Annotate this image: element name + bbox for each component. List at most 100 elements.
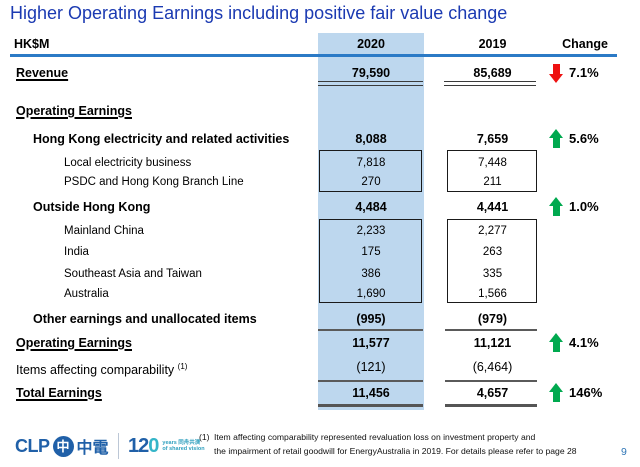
table-row-other-earnings: Other earnings and unallocated items (99… bbox=[0, 310, 640, 328]
row-label: India bbox=[64, 246, 89, 258]
row-label: Operating Earnings bbox=[16, 336, 132, 350]
increase-arrow-icon bbox=[549, 333, 563, 353]
table-row-australia: Australia 1,690 1,566 bbox=[0, 286, 640, 302]
value-2020: (121) bbox=[356, 360, 386, 374]
anniversary-tagline: years 同舟共濟 of shared vision bbox=[162, 440, 204, 453]
change-value: 4.1% bbox=[569, 335, 599, 350]
table-header-row: HK$M 2020 2019 Change bbox=[0, 36, 640, 53]
logo-divider bbox=[117, 433, 120, 459]
total-earnings-bottom-rule-2019 bbox=[445, 404, 537, 407]
value-2019: 11,121 bbox=[473, 336, 512, 350]
value-2020: 11,577 bbox=[352, 336, 390, 350]
row-label: Mainland China bbox=[64, 225, 144, 237]
increase-arrow-icon bbox=[549, 129, 563, 149]
table-row-southeast-asia-taiwan: Southeast Asia and Taiwan 386 335 bbox=[0, 266, 640, 282]
clp-chinese-name: 中電 bbox=[76, 440, 109, 457]
footnote-line-2: the impairment of retail goodwill for En… bbox=[214, 445, 577, 456]
column-header-2019: 2019 bbox=[478, 37, 507, 51]
value-2020: 4,484 bbox=[355, 200, 387, 214]
total-earnings-top-rule-2019 bbox=[445, 380, 537, 382]
table-row-psdc: PSDC and Hong Kong Branch Line 270 211 bbox=[0, 174, 640, 190]
change-value: 1.0% bbox=[569, 199, 599, 214]
value-2019: 4,441 bbox=[476, 200, 509, 214]
value-2019: 85,689 bbox=[473, 66, 512, 80]
value-2019: 4,657 bbox=[476, 386, 509, 400]
value-2019: 7,448 bbox=[478, 157, 507, 169]
row-label: PSDC and Hong Kong Branch Line bbox=[64, 176, 244, 188]
footnote-text: Item affecting comparability represented… bbox=[214, 431, 613, 458]
revenue-double-rule-2019 bbox=[444, 81, 536, 86]
regions-detail-box-2019 bbox=[447, 219, 537, 303]
column-header-2020: 2020 bbox=[357, 37, 385, 51]
value-2020: 2,233 bbox=[356, 225, 386, 237]
clp-logo-text: CLP bbox=[15, 435, 50, 456]
operating-earnings-top-rule-2019 bbox=[445, 329, 537, 331]
value-2020: 270 bbox=[361, 176, 381, 188]
slide-title: Higher Operating Earnings including posi… bbox=[10, 3, 508, 23]
table-row-hk-electricity: Hong Kong electricity and related activi… bbox=[0, 129, 640, 149]
row-label: Other earnings and unallocated items bbox=[33, 312, 257, 326]
footnote: (1) Item affecting comparability represe… bbox=[199, 431, 613, 458]
increase-arrow-icon bbox=[549, 197, 563, 217]
table-row-mainland-china: Mainland China 2,233 2,277 bbox=[0, 223, 640, 239]
value-2019: 263 bbox=[482, 246, 503, 258]
value-2019: 1,566 bbox=[478, 288, 507, 300]
page-number: 9 bbox=[621, 446, 627, 458]
tagline-line-1: years 同舟共濟 bbox=[162, 439, 201, 446]
table-row-outside-hk: Outside Hong Kong 4,484 4,441 1.0% bbox=[0, 197, 640, 217]
table-row-operating-earnings-total: Operating Earnings 11,577 11,121 4.1% bbox=[0, 333, 640, 353]
operating-earnings-top-rule-2020 bbox=[318, 329, 423, 331]
change-value: 5.6% bbox=[569, 131, 599, 146]
row-label: Australia bbox=[64, 288, 109, 300]
row-label: Local electricity business bbox=[64, 157, 192, 169]
row-label-text: Items affecting comparability bbox=[16, 363, 175, 378]
table-row-india: India 175 263 bbox=[0, 244, 640, 260]
change-value: 7.1% bbox=[569, 65, 599, 80]
change-value: 146% bbox=[569, 385, 603, 400]
clp-emblem-icon: 中 bbox=[52, 435, 74, 457]
value-2020: 79,590 bbox=[351, 66, 391, 80]
table-row-local-electricity: Local electricity business 7,818 7,448 bbox=[0, 155, 640, 171]
value-2020: 7,818 bbox=[356, 157, 386, 169]
value-2019: (979) bbox=[477, 312, 508, 326]
table-row-operating-earnings-section: Operating Earnings bbox=[0, 102, 640, 120]
section-label: Operating Earnings bbox=[16, 104, 132, 118]
increase-arrow-icon bbox=[549, 383, 563, 403]
value-2020: 11,456 bbox=[352, 386, 390, 400]
anniversary-zero-icon: 0 bbox=[148, 434, 159, 457]
footnote-reference: (1) bbox=[177, 362, 188, 371]
footnote-line-1: Item affecting comparability represented… bbox=[214, 432, 536, 442]
table-row-items-affecting-comparability: Items affecting comparability (1) (121) … bbox=[0, 358, 640, 379]
row-label: Southeast Asia and Taiwan bbox=[64, 268, 202, 280]
column-header-change: Change bbox=[562, 37, 608, 51]
row-label: Total Earnings bbox=[16, 386, 102, 400]
row-label: Revenue bbox=[16, 66, 69, 80]
tagline-line-2: of shared vision bbox=[162, 446, 205, 452]
row-label: Items affecting comparability (1) bbox=[16, 358, 187, 379]
footnote-marker: (1) bbox=[199, 432, 210, 442]
hk-detail-box-2020 bbox=[319, 150, 422, 192]
total-earnings-top-rule-2020 bbox=[318, 380, 423, 382]
header-divider-line bbox=[10, 54, 617, 57]
anniversary-number: 12 bbox=[128, 434, 149, 457]
value-2020: 8,088 bbox=[355, 132, 387, 146]
value-2019: 7,659 bbox=[476, 132, 509, 146]
row-label: Hong Kong electricity and related activi… bbox=[33, 132, 290, 146]
highlight-band-2020-column bbox=[318, 33, 424, 410]
total-earnings-bottom-rule-2020 bbox=[318, 404, 423, 407]
revenue-double-rule-2020 bbox=[318, 81, 423, 86]
value-2020: (995) bbox=[356, 312, 386, 326]
regions-detail-box-2020 bbox=[319, 219, 422, 303]
table-row-total-earnings: Total Earnings 11,456 4,657 146% bbox=[0, 383, 640, 403]
table-row-revenue: Revenue 79,590 85,689 7.1% bbox=[0, 63, 640, 83]
hk-detail-box-2019 bbox=[447, 150, 537, 192]
decrease-arrow-icon bbox=[549, 63, 563, 83]
value-2019: 2,277 bbox=[478, 225, 507, 237]
value-2020: 1,690 bbox=[356, 288, 386, 300]
clp-logo: CLP 中 中電 12 0 years 同舟共濟 of shared visio… bbox=[15, 432, 205, 460]
value-2020: 386 bbox=[361, 268, 381, 280]
unit-label: HK$M bbox=[14, 37, 50, 51]
value-2019: (6,464) bbox=[472, 360, 513, 374]
row-label: Outside Hong Kong bbox=[33, 200, 151, 214]
